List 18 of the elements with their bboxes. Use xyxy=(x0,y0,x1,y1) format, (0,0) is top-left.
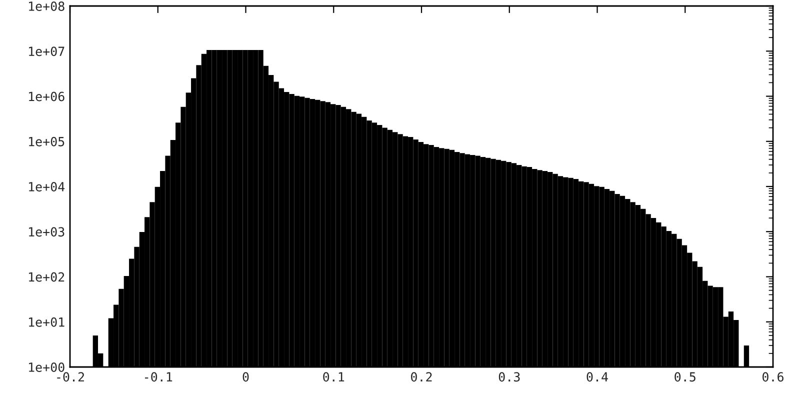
x-tick-label: 0.6 xyxy=(762,372,784,382)
x-tick-label: 0.4 xyxy=(586,372,608,382)
y-tick-label: 1e+01 xyxy=(29,317,64,327)
y-tick-label: 1e+08 xyxy=(29,2,64,11)
x-tick-label: -0.2 xyxy=(57,372,84,382)
y-tick-label: 1e+03 xyxy=(29,227,64,237)
y-tick-label: 1e+05 xyxy=(29,136,64,146)
y-tick-label: 1e+06 xyxy=(29,92,64,102)
x-tick-label: -0.1 xyxy=(145,372,172,382)
y-tick-label: 1e+02 xyxy=(29,272,64,282)
y-tick-label: 1e+07 xyxy=(29,46,64,56)
x-tick-label: 0.5 xyxy=(674,372,696,382)
x-tick-label: 0 xyxy=(242,372,249,382)
x-tick-label: 0.3 xyxy=(498,372,520,382)
y-tick-label: 1e+00 xyxy=(29,362,64,372)
y-tick-label: 1e+04 xyxy=(29,182,65,192)
x-tick-label: 0.1 xyxy=(323,372,344,382)
x-tick-label: 0.2 xyxy=(411,372,432,382)
